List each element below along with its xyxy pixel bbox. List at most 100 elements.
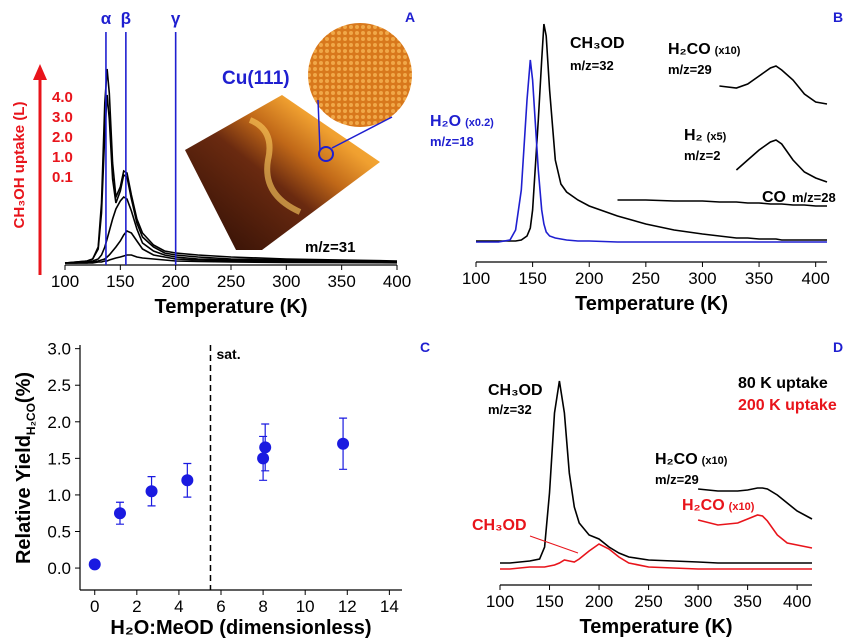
- trace-factor: (x10): [702, 455, 728, 467]
- x-tick-label: 400: [783, 592, 811, 611]
- figure: A100150200250300350400Temperature (K)αβγ…: [0, 0, 851, 641]
- x-tick-label: 200: [575, 269, 603, 288]
- trace-label: CO: [762, 189, 786, 206]
- x-axis-label: Temperature (K): [575, 293, 728, 315]
- x-tick-label: 250: [217, 272, 245, 291]
- legend-label: 80 K uptake: [738, 375, 828, 392]
- x-tick-label: 400: [383, 272, 411, 291]
- x-tick-label: 300: [684, 592, 712, 611]
- trace-name: H₂O: [430, 113, 461, 130]
- point: [337, 438, 349, 450]
- trace: [698, 515, 812, 548]
- trace-factor: (x0.2): [465, 117, 494, 129]
- panel-letter: B: [833, 9, 843, 25]
- point: [181, 474, 193, 486]
- trace: [500, 544, 812, 569]
- trace-label: H₂O (x0.2): [430, 113, 494, 130]
- x-tick-label: 150: [106, 272, 134, 291]
- trace-name: H₂CO: [682, 497, 725, 514]
- legend-label: 1.0: [52, 149, 73, 166]
- x-tick-label: 150: [535, 592, 563, 611]
- legend-label: 0.1: [52, 169, 73, 186]
- x-axis-label: Temperature (K): [155, 296, 308, 318]
- x-tick-label: 300: [688, 269, 716, 288]
- trace-factor: (x5): [707, 131, 727, 143]
- x-tick-label: 0: [90, 597, 99, 616]
- legend-label: 200 K uptake: [738, 397, 837, 414]
- trace-name: CH₃OD: [472, 517, 527, 534]
- trace: [476, 60, 827, 242]
- marker-label: β: [121, 9, 131, 28]
- marker-label: α: [101, 9, 112, 28]
- x-tick-label: 2: [132, 597, 141, 616]
- panel-letter: D: [833, 339, 843, 355]
- y-tick-label: 1.0: [47, 486, 71, 505]
- trace: [736, 140, 827, 182]
- trace-label: H₂CO(x10): [682, 497, 755, 514]
- x-tick-label: 400: [801, 269, 829, 288]
- x-tick-label: 4: [174, 597, 183, 616]
- trace-name: H₂CO: [655, 451, 698, 468]
- trace-label: CH₃OD: [472, 517, 527, 534]
- trace-note: m/z=29: [668, 62, 712, 77]
- trace-label: H₂CO (x10): [668, 41, 741, 58]
- point: [259, 441, 271, 453]
- trace-note: m/z=2: [684, 148, 721, 163]
- legend-label: 3.0: [52, 109, 73, 126]
- x-tick-label: 300: [272, 272, 300, 291]
- y-tick-label: 3.0: [47, 340, 71, 359]
- x-tick-label: 100: [486, 592, 514, 611]
- x-axis-label: H₂O:MeOD (dimensionless): [110, 617, 371, 639]
- uptake-arrow-head: [33, 64, 47, 80]
- trace: [719, 66, 827, 104]
- trace-note: m/z=18: [430, 134, 474, 149]
- page: {"chart_data": [ {"type": "line", "panel…: [0, 0, 851, 641]
- y-tick-label: 0.5: [47, 522, 71, 541]
- trace-factor: (x10): [715, 45, 741, 57]
- trace-label: H₂CO (x10): [655, 451, 728, 468]
- trace-name: H₂: [684, 127, 703, 144]
- trace-note: m/z=32: [570, 58, 614, 73]
- mass-label: m/z=31: [305, 239, 355, 256]
- x-tick-label: 250: [632, 269, 660, 288]
- stm-image: [185, 23, 412, 250]
- image-label: Cu(111): [222, 68, 290, 89]
- panel-letter: C: [420, 339, 430, 355]
- y-tick-label: 2.0: [47, 413, 71, 432]
- x-tick-label: 350: [733, 592, 761, 611]
- trace-label: H₂ (x5): [684, 127, 727, 144]
- uptake-label: CH₃OH uptake (L): [11, 102, 28, 229]
- trace-name: CH₃OD: [488, 382, 543, 399]
- trace-label: CH₃OD: [488, 382, 543, 399]
- point: [146, 485, 158, 497]
- x-tick-label: 150: [518, 269, 546, 288]
- y-label-sub: H₂CO: [24, 403, 38, 435]
- trace-note: m/z=32: [488, 402, 532, 417]
- x-axis-label: Temperature (K): [580, 616, 733, 638]
- threshold-label: sat.: [216, 346, 240, 362]
- point: [257, 452, 269, 464]
- x-tick-label: 10: [296, 597, 315, 616]
- trace-name: CO: [762, 189, 786, 206]
- marker-label: γ: [171, 9, 181, 28]
- x-tick-label: 100: [51, 272, 79, 291]
- x-tick-label: 12: [338, 597, 357, 616]
- x-tick-label: 100: [462, 269, 490, 288]
- y-axis-label: Relative YieldH₂CO(%): [13, 372, 38, 564]
- trace-name: CH₃OD: [570, 35, 625, 52]
- trace-note: m/z=29: [655, 472, 699, 487]
- legend-label: 2.0: [52, 129, 73, 146]
- panel-letter: A: [405, 9, 415, 25]
- x-tick-label: 8: [258, 597, 267, 616]
- x-tick-label: 250: [634, 592, 662, 611]
- y-tick-label: 1.5: [47, 449, 71, 468]
- trace-name: H₂CO: [668, 41, 711, 58]
- x-tick-label: 350: [327, 272, 355, 291]
- x-tick-label: 350: [745, 269, 773, 288]
- x-tick-label: 200: [585, 592, 613, 611]
- legend-label: 4.0: [52, 89, 73, 106]
- y-tick-label: 0.0: [47, 559, 71, 578]
- x-tick-label: 200: [161, 272, 189, 291]
- y-tick-label: 2.5: [47, 376, 71, 395]
- connector: [530, 536, 578, 553]
